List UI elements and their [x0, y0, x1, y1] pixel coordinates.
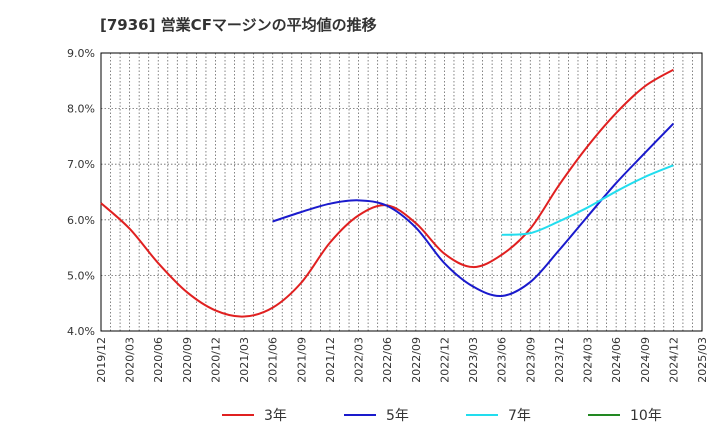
series-line-2: [501, 164, 674, 236]
x-tick-label: 2023/12: [553, 337, 566, 383]
y-tick-label: 5.0%: [67, 269, 95, 282]
x-tick-label: 2020/09: [181, 337, 194, 383]
x-tick-label: 2020/12: [209, 337, 222, 383]
y-tick-label: 9.0%: [67, 47, 95, 60]
x-tick-label: 2024/06: [610, 337, 623, 383]
legend: 3年 5年 7年 10年: [222, 408, 662, 424]
x-tick-label: 2021/03: [238, 337, 251, 383]
x-tick-label: 2023/06: [496, 337, 509, 383]
y-axis: 4.0% 5.0% 6.0% 7.0% 8.0% 9.0%: [67, 47, 95, 338]
x-tick-label: 2019/12: [95, 337, 108, 383]
series-lines: [100, 68, 675, 318]
x-tick-label: 2021/12: [324, 337, 337, 383]
y-tick-label: 4.0%: [67, 325, 95, 338]
legend-label-3: 10年: [630, 408, 662, 424]
x-tick-label: 2020/06: [152, 337, 165, 383]
legend-label-1: 5年: [386, 408, 409, 424]
x-tick-label: 2022/09: [410, 337, 423, 383]
x-tick-label: 2023/03: [467, 337, 480, 383]
y-tick-label: 6.0%: [67, 214, 95, 227]
x-tick-label: 2023/09: [524, 337, 537, 383]
series-line-1: [272, 122, 675, 298]
x-tick-label: 2022/06: [381, 337, 394, 383]
x-tick-label: 2020/03: [124, 337, 137, 383]
x-tick-label: 2022/03: [353, 337, 366, 383]
x-axis: 2019/12 2020/03 2020/06 2020/09 2020/12 2021/…: [95, 337, 709, 383]
plot-area-border: [100, 52, 703, 332]
legend-label-0: 3年: [264, 408, 287, 424]
y-tick-label: 8.0%: [67, 103, 95, 116]
x-tick-label: 2022/12: [438, 337, 451, 383]
x-tick-label: 2024/03: [582, 337, 595, 383]
legend-label-2: 7年: [508, 408, 531, 424]
x-tick-label: 2021/06: [267, 337, 280, 383]
chart-title: [7936] 営業CFマージンの平均値の推移: [100, 16, 377, 34]
x-tick-label: 2025/03: [696, 337, 709, 383]
x-tick-label: 2021/09: [295, 337, 308, 383]
x-tick-label: 2024/12: [667, 337, 680, 383]
grid: [100, 52, 703, 332]
x-tick-label: 2024/09: [639, 337, 652, 383]
y-tick-label: 7.0%: [67, 158, 95, 171]
